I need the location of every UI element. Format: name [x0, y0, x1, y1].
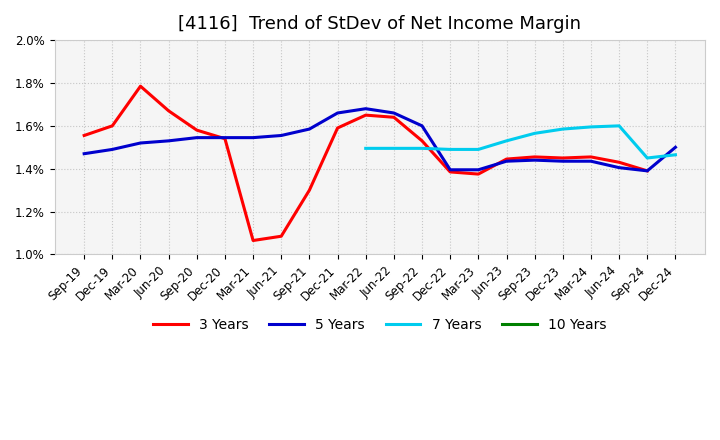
3 Years — [305, 187, 314, 193]
5 Years — [136, 140, 145, 146]
3 Years — [502, 157, 510, 162]
3 Years — [643, 168, 652, 173]
5 Years — [502, 158, 510, 164]
7 Years — [587, 124, 595, 129]
5 Years — [192, 135, 201, 140]
3 Years — [559, 155, 567, 161]
3 Years — [531, 154, 539, 160]
5 Years — [164, 138, 173, 143]
7 Years — [474, 147, 482, 152]
3 Years — [474, 172, 482, 177]
5 Years — [643, 168, 652, 173]
5 Years — [474, 167, 482, 172]
7 Years — [361, 146, 370, 151]
3 Years — [361, 113, 370, 118]
5 Years — [220, 135, 229, 140]
Line: 5 Years: 5 Years — [84, 109, 675, 171]
3 Years — [390, 115, 398, 120]
3 Years — [108, 123, 117, 128]
5 Years — [615, 165, 624, 170]
5 Years — [305, 126, 314, 132]
3 Years — [333, 125, 342, 131]
3 Years — [446, 169, 454, 175]
7 Years — [418, 146, 426, 151]
5 Years — [277, 133, 286, 138]
5 Years — [671, 145, 680, 150]
7 Years — [390, 146, 398, 151]
7 Years — [671, 152, 680, 158]
7 Years — [502, 138, 510, 143]
Line: 7 Years: 7 Years — [366, 126, 675, 158]
7 Years — [559, 126, 567, 132]
3 Years — [80, 133, 89, 138]
5 Years — [559, 158, 567, 164]
5 Years — [108, 147, 117, 152]
3 Years — [136, 84, 145, 89]
5 Years — [587, 158, 595, 164]
5 Years — [390, 110, 398, 116]
7 Years — [615, 123, 624, 128]
Line: 3 Years: 3 Years — [84, 86, 647, 241]
3 Years — [164, 108, 173, 114]
3 Years — [587, 154, 595, 160]
3 Years — [418, 138, 426, 143]
3 Years — [249, 238, 258, 243]
5 Years — [531, 158, 539, 163]
5 Years — [80, 151, 89, 156]
5 Years — [361, 106, 370, 111]
7 Years — [531, 131, 539, 136]
Legend: 3 Years, 5 Years, 7 Years, 10 Years: 3 Years, 5 Years, 7 Years, 10 Years — [148, 312, 612, 337]
3 Years — [615, 160, 624, 165]
3 Years — [192, 128, 201, 133]
7 Years — [446, 147, 454, 152]
5 Years — [418, 123, 426, 128]
7 Years — [643, 155, 652, 161]
Title: [4116]  Trend of StDev of Net Income Margin: [4116] Trend of StDev of Net Income Marg… — [179, 15, 581, 33]
5 Years — [446, 167, 454, 172]
3 Years — [220, 136, 229, 141]
3 Years — [277, 234, 286, 239]
5 Years — [249, 135, 258, 140]
5 Years — [333, 110, 342, 116]
